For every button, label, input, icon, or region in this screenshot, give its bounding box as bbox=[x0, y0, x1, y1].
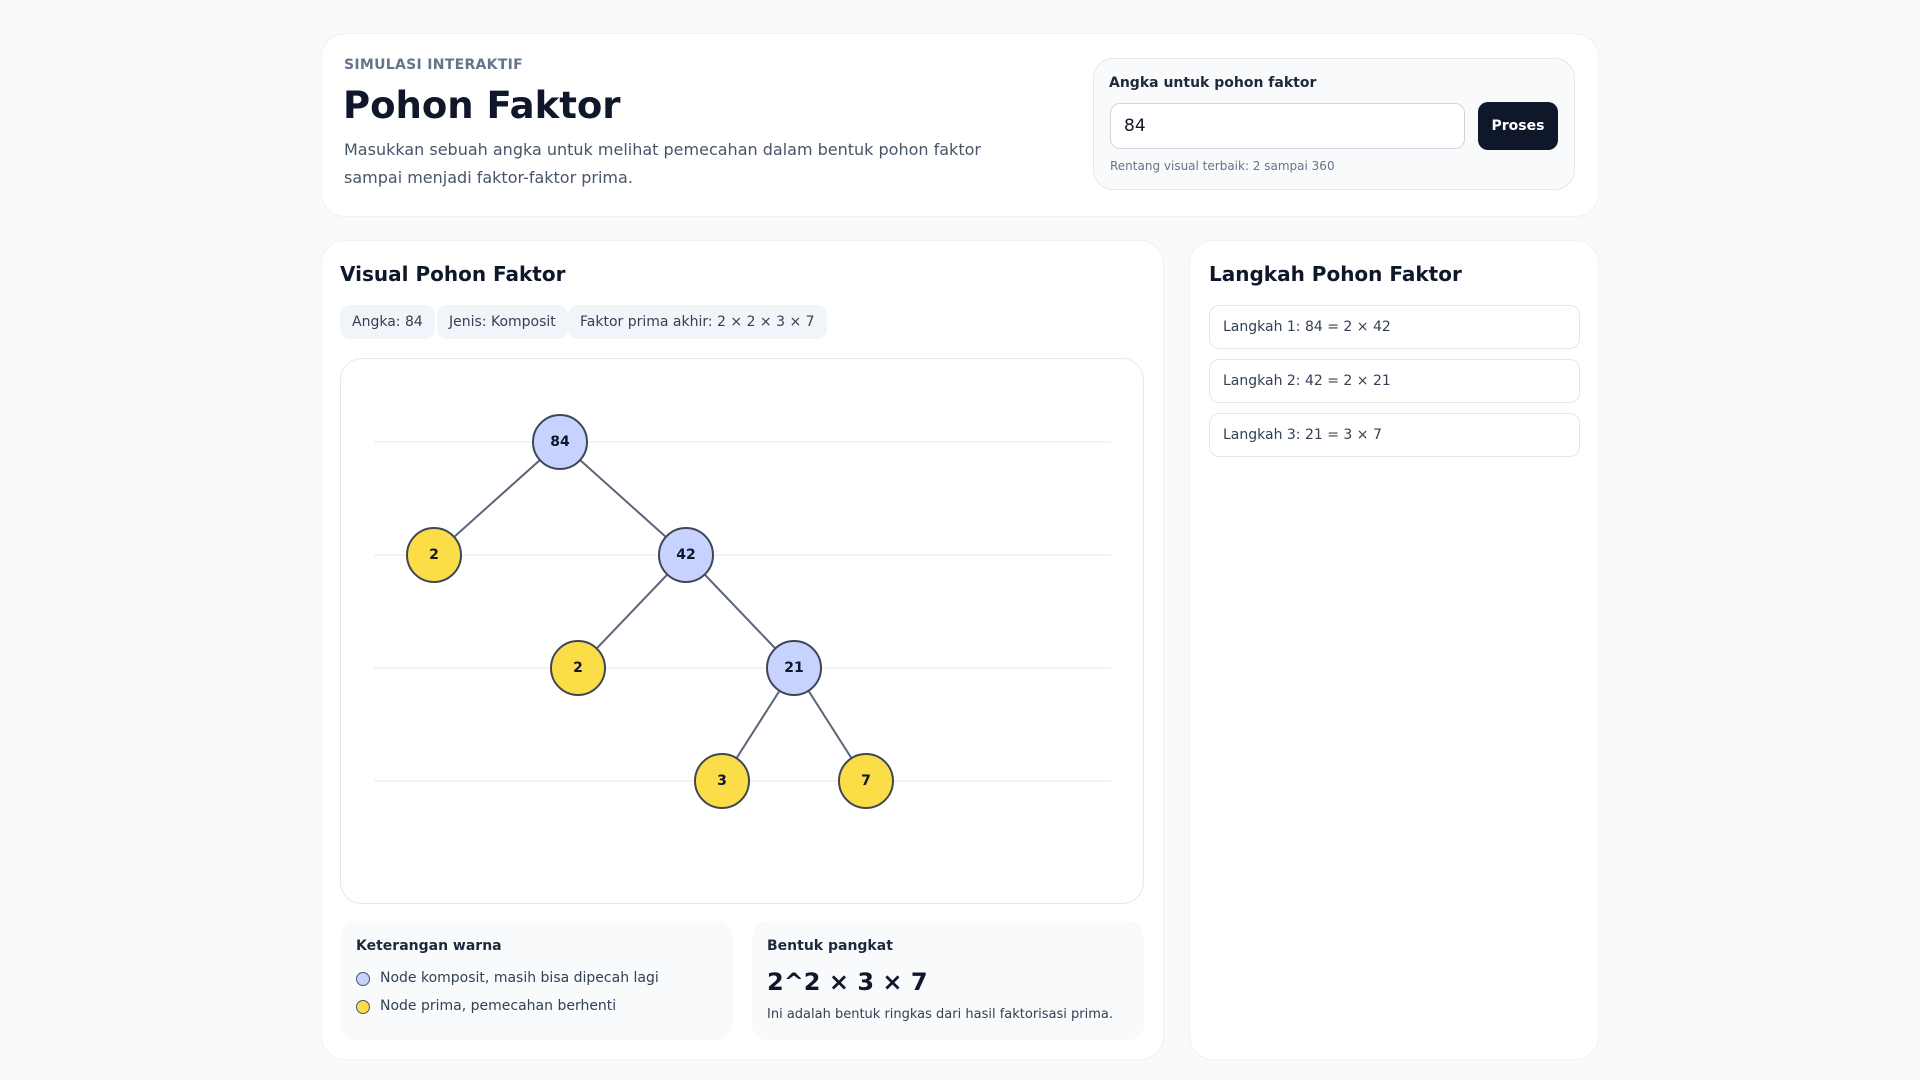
tree-node bbox=[838, 753, 894, 809]
layer bbox=[374, 441, 1111, 782]
legend-label: Node komposit, masih bisa dipecah lagi bbox=[380, 970, 659, 986]
layer bbox=[433, 441, 867, 782]
input-label: Angka untuk pohon faktor bbox=[1109, 75, 1317, 91]
tree-box: 2 2 3 7 21 42 84 bbox=[340, 358, 1144, 904]
page-title: Pohon Faktor bbox=[343, 84, 621, 127]
process-button[interactable]: Proses bbox=[1478, 102, 1558, 150]
node-label: 2 bbox=[573, 660, 583, 676]
node-label: 2 bbox=[429, 547, 439, 563]
tree-node bbox=[766, 640, 822, 696]
tree-edge bbox=[559, 441, 687, 556]
description: Masukkan sebuah angka untuk melihat peme… bbox=[344, 140, 981, 187]
tree-node bbox=[406, 527, 462, 583]
node-label: 21 bbox=[784, 660, 803, 676]
step: Langkah 2: 42 = 2 × 21 bbox=[1209, 359, 1580, 403]
tree: 2 2 3 7 21 42 84 bbox=[374, 414, 1111, 809]
legend-title: Keterangan warna bbox=[356, 938, 502, 954]
legend-dot bbox=[356, 1000, 370, 1014]
number-input[interactable]: 84 bbox=[1110, 103, 1465, 149]
tree-node bbox=[658, 527, 714, 583]
node-label: 3 bbox=[717, 773, 727, 789]
legend-dot bbox=[356, 972, 370, 986]
power-note: Ini adalah bentuk ringkas dari hasil fak… bbox=[767, 1007, 1114, 1022]
eyebrow: SIMULASI INTERAKTIF bbox=[344, 57, 524, 73]
node-label: 7 bbox=[861, 773, 871, 789]
step: Langkah 3: 21 = 3 × 7 bbox=[1209, 413, 1580, 457]
tree-edge bbox=[433, 441, 561, 556]
legend-box bbox=[340, 921, 733, 1040]
tree-node bbox=[550, 640, 606, 696]
layer: 2 2 3 7 21 42 84 bbox=[406, 414, 894, 809]
power-box bbox=[752, 921, 1144, 1040]
steps-title: Langkah Pohon Faktor bbox=[1209, 262, 1462, 286]
node-label: 42 bbox=[676, 547, 695, 563]
tree-node bbox=[532, 414, 588, 470]
step: Langkah 1: 84 = 2 × 42 bbox=[1209, 305, 1580, 349]
node-label: 84 bbox=[550, 434, 570, 450]
chip: Jenis: Komposit bbox=[437, 305, 568, 339]
tree-node bbox=[694, 753, 750, 809]
chip: Faktor prima akhir: 2 × 2 × 3 × 7 bbox=[568, 305, 827, 339]
power-title: Bentuk pangkat bbox=[767, 938, 893, 954]
legend-label: Node prima, pemecahan berhenti bbox=[380, 998, 617, 1014]
section-title: Visual Pohon Faktor bbox=[340, 262, 566, 286]
chip: Angka: 84 bbox=[340, 305, 435, 339]
hint: Rentang visual terbaik: 2 sampai 360 bbox=[1110, 159, 1335, 173]
power-expression: 2^2 × 3 × 7 bbox=[767, 968, 928, 996]
